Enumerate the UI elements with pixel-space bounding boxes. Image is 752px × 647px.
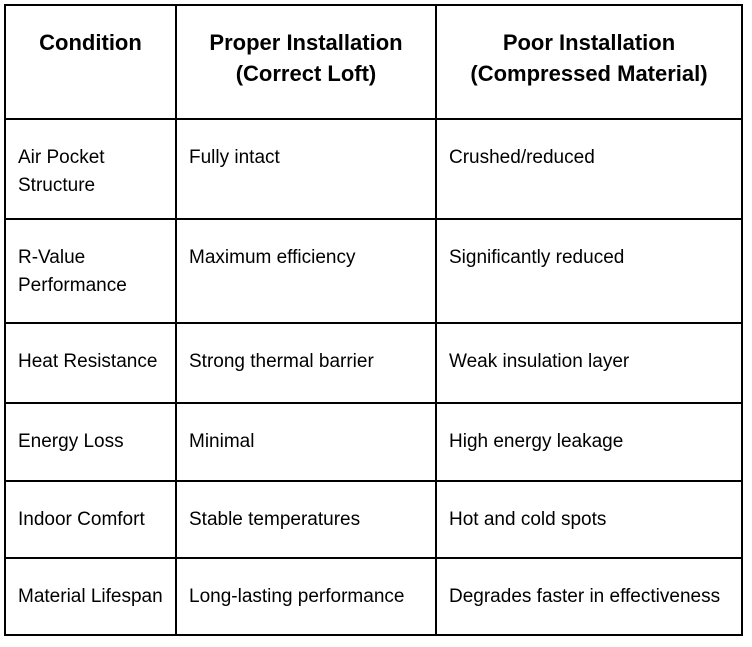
cell-poor: Hot and cold spots <box>435 480 743 559</box>
cell-poor: Degrades faster in effectiveness <box>435 557 743 636</box>
cell-proper: Stable temperatures <box>175 480 437 559</box>
header-line-1: Condition <box>39 30 142 55</box>
cell-poor: Significantly reduced <box>435 218 743 324</box>
header-cell-poor-installation: Poor Installation (Compressed Material) <box>435 4 743 120</box>
cell-condition: R-Value Performance <box>4 218 177 324</box>
table-row: Indoor Comfort Stable temperatures Hot a… <box>4 480 743 559</box>
cell-proper: Long-lasting performance <box>175 557 437 636</box>
cell-proper: Strong thermal barrier <box>175 322 437 404</box>
cell-poor: Crushed/reduced <box>435 118 743 220</box>
cell-proper: Fully intact <box>175 118 437 220</box>
cell-condition: Material Lifespan <box>4 557 177 636</box>
header-line-2: (Correct Loft) <box>235 60 377 86</box>
comparison-table: Condition Proper Installation (Correct L… <box>4 4 743 636</box>
cell-condition: Energy Loss <box>4 402 177 482</box>
header-line-2: (Compressed Material) <box>470 60 708 86</box>
cell-proper: Maximum efficiency <box>175 218 437 324</box>
table-row: R-Value Performance Maximum efficiency S… <box>4 218 743 324</box>
table-header-row: Condition Proper Installation (Correct L… <box>4 4 743 120</box>
cell-proper: Minimal <box>175 402 437 482</box>
header-line-1: Poor Installation <box>502 30 676 55</box>
header-line-1: Proper Installation <box>209 30 403 55</box>
cell-poor: Weak insulation layer <box>435 322 743 404</box>
cell-condition: Indoor Comfort <box>4 480 177 559</box>
cell-condition: Heat Resistance <box>4 322 177 404</box>
table-row: Air Pocket Structure Fully intact Crushe… <box>4 118 743 220</box>
cell-condition: Air Pocket Structure <box>4 118 177 220</box>
header-cell-condition: Condition <box>4 4 177 120</box>
table-row: Heat Resistance Strong thermal barrier W… <box>4 322 743 404</box>
table-row: Material Lifespan Long-lasting performan… <box>4 557 743 636</box>
cell-poor: High energy leakage <box>435 402 743 482</box>
header-cell-proper-installation: Proper Installation (Correct Loft) <box>175 4 437 120</box>
table-row: Energy Loss Minimal High energy leakage <box>4 402 743 482</box>
